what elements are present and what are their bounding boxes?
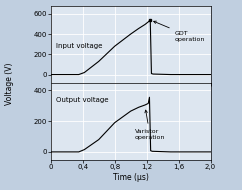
Text: Voltage (V): Voltage (V) <box>5 62 14 105</box>
X-axis label: Time (µs): Time (µs) <box>113 173 149 181</box>
Text: Output voltage: Output voltage <box>56 97 108 103</box>
Text: Input voltage: Input voltage <box>56 43 102 49</box>
Text: GDT
operation: GDT operation <box>154 21 205 42</box>
Text: Varistor
operation: Varistor operation <box>135 110 165 140</box>
